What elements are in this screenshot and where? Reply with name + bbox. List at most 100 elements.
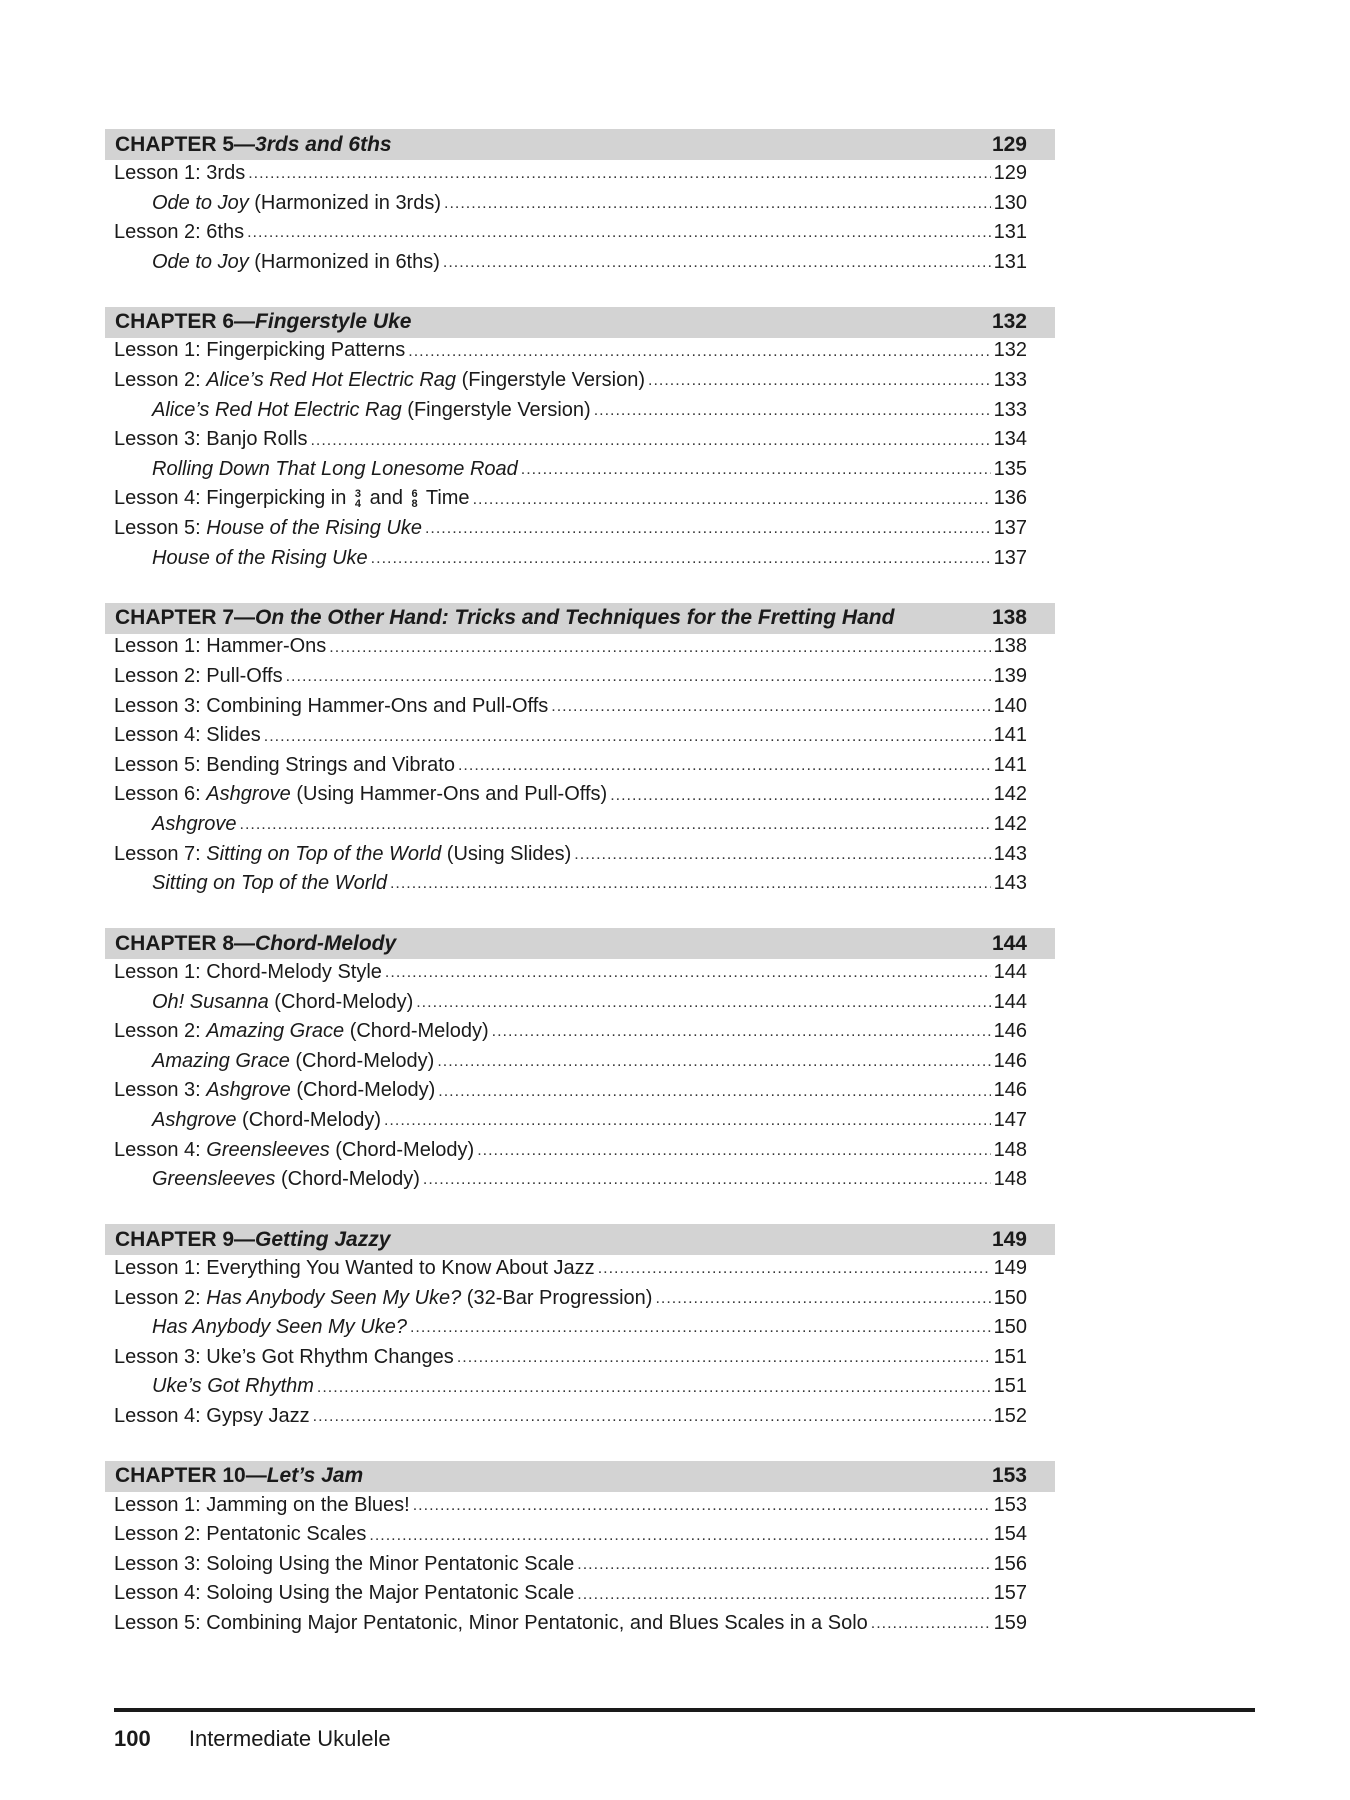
- time-signature-top: 6: [411, 488, 418, 501]
- entry-page: 146: [993, 1049, 1027, 1072]
- toc-song-entry[interactable]: Has Anybody Seen My Uke? 150: [105, 1313, 1027, 1343]
- toc-song-entry[interactable]: Ashgrove 142: [105, 810, 1027, 840]
- entry-text: (Using Hammer-Ons and Pull-Offs): [290, 783, 608, 806]
- toc-song-entry[interactable]: Greensleeves (Chord-Melody) 148: [105, 1165, 1027, 1195]
- song-title: Has Anybody Seen My Uke?: [206, 1286, 462, 1309]
- toc-lesson-entry[interactable]: Lesson 3: Uke’s Got Rhythm Changes 151: [105, 1342, 1027, 1372]
- dot-leader: [248, 165, 990, 188]
- entry-text: (Chord-Melody): [268, 990, 414, 1013]
- toc-lesson-entry[interactable]: Lesson 3: Soloing Using the Minor Pentat…: [105, 1550, 1027, 1580]
- dot-leader: [437, 1053, 990, 1076]
- song-title: Alice’s Red Hot Electric Rag: [206, 369, 457, 392]
- toc-song-entry[interactable]: Amazing Grace (Chord-Melody) 146: [105, 1046, 1027, 1076]
- toc-lesson-entry[interactable]: Lesson 2: Pull-Offs 139: [105, 662, 1027, 692]
- dot-leader: [384, 1112, 991, 1135]
- page-footer: 100 Intermediate Ukulele: [114, 1726, 391, 1752]
- entry-text: Lesson 2:: [114, 369, 207, 392]
- toc-song-entry[interactable]: Ode to Joy (Harmonized in 3rds) 130: [105, 188, 1027, 218]
- entry-page: 133: [993, 398, 1027, 421]
- toc-lesson-entry[interactable]: Lesson 4: Gypsy Jazz 152: [105, 1402, 1027, 1432]
- song-title: House of the Rising Uke: [206, 517, 422, 540]
- entry-page: 137: [993, 517, 1027, 540]
- song-title: Ashgrove: [206, 783, 291, 806]
- toc-song-entry[interactable]: Uke’s Got Rhythm 151: [105, 1372, 1027, 1402]
- entry-text: Lesson 5:: [114, 517, 207, 540]
- dot-leader: [521, 461, 991, 484]
- song-title: Amazing Grace: [206, 1020, 345, 1043]
- toc-lesson-entry[interactable]: Lesson 2: Alice’s Red Hot Electric Rag (…: [105, 366, 1027, 396]
- song-title: Ashgrove: [206, 1079, 291, 1102]
- toc-lesson-entry[interactable]: Lesson 1: Chord-Melody Style 144: [105, 958, 1027, 988]
- chapter-label: CHAPTER 7—: [115, 606, 256, 630]
- song-title: Ode to Joy: [152, 191, 249, 214]
- dot-leader: [313, 1408, 991, 1431]
- dot-leader: [329, 639, 990, 662]
- entry-text: (Chord-Melody): [236, 1108, 381, 1131]
- entry-page: 150: [993, 1316, 1027, 1339]
- toc-lesson-entry[interactable]: Lesson 5: Combining Major Pentatonic, Mi…: [105, 1609, 1027, 1639]
- toc-lesson-entry[interactable]: Lesson 1: Jamming on the Blues! 153: [105, 1490, 1027, 1520]
- song-title: Rolling Down That Long Lonesome Road: [152, 457, 518, 480]
- entry-title: Oh! Susanna (Chord-Melody): [152, 991, 413, 1014]
- chapter-header[interactable]: CHAPTER 8— Chord-Melody 144: [105, 928, 1055, 960]
- chapter-header[interactable]: CHAPTER 9— Getting Jazzy 149: [105, 1224, 1055, 1256]
- toc-lesson-entry[interactable]: Lesson 4: Slides 141: [105, 721, 1027, 751]
- dot-leader: [648, 372, 991, 395]
- entry-title: Amazing Grace (Chord-Melody): [152, 1050, 434, 1073]
- toc-song-entry[interactable]: Ode to Joy (Harmonized in 6ths) 131: [105, 247, 1027, 277]
- toc-lesson-entry[interactable]: Lesson 2: Pentatonic Scales 154: [105, 1520, 1027, 1550]
- toc-lesson-entry[interactable]: Lesson 7: Sitting on Top of the World (U…: [105, 839, 1027, 869]
- toc-lesson-entry[interactable]: Lesson 3: Banjo Rolls 134: [105, 425, 1027, 455]
- toc-lesson-entry[interactable]: Lesson 3: Combining Hammer-Ons and Pull-…: [105, 691, 1027, 721]
- entry-title: Lesson 3: Soloing Using the Minor Pentat…: [114, 1553, 574, 1576]
- entry-title: Lesson 1: Hammer-Ons: [114, 635, 326, 658]
- entry-page: 141: [993, 724, 1027, 747]
- toc-lesson-entry[interactable]: Lesson 3: Ashgrove (Chord-Melody) 146: [105, 1076, 1027, 1106]
- toc-song-entry[interactable]: Sitting on Top of the World 143: [105, 869, 1027, 899]
- toc-lesson-entry[interactable]: Lesson 2: 6ths 131: [105, 218, 1027, 248]
- toc-lesson-entry[interactable]: Lesson 4: Greensleeves (Chord-Melody) 148: [105, 1135, 1027, 1165]
- dot-leader: [610, 787, 990, 810]
- dot-leader: [413, 1497, 991, 1520]
- toc-lesson-entry[interactable]: Lesson 1: Hammer-Ons 138: [105, 632, 1027, 662]
- dot-leader: [871, 1615, 991, 1638]
- chapter-subtitle: Fingerstyle Uke: [255, 310, 412, 334]
- toc-lesson-entry[interactable]: Lesson 5: Bending Strings and Vibrato 141: [105, 751, 1027, 781]
- chapter-page: 132: [991, 310, 1027, 334]
- chapter-label: CHAPTER 6—: [115, 310, 256, 334]
- chapter-header[interactable]: CHAPTER 10— Let’s Jam 153: [105, 1460, 1055, 1492]
- entry-text: Lesson 1: Chord-Melody Style: [114, 960, 382, 983]
- chapter-header[interactable]: CHAPTER 6— Fingerstyle Uke 132: [105, 306, 1055, 338]
- entry-title: Lesson 5: House of the Rising Uke: [114, 517, 422, 540]
- toc-lesson-entry[interactable]: Lesson 1: Everything You Wanted to Know …: [105, 1254, 1027, 1284]
- entry-page: 134: [993, 428, 1027, 451]
- toc-lesson-entry[interactable]: Lesson 2: Has Anybody Seen My Uke? (32-B…: [105, 1283, 1027, 1313]
- chapter-spacer: [105, 573, 1055, 603]
- entry-page: 141: [993, 753, 1027, 776]
- toc-lesson-entry[interactable]: Lesson 1: 3rds 129: [105, 159, 1027, 189]
- toc-lesson-entry[interactable]: Lesson 4: Soloing Using the Major Pentat…: [105, 1579, 1027, 1609]
- entry-title: Lesson 2: Pull-Offs: [114, 665, 283, 688]
- toc-lesson-entry[interactable]: Lesson 5: House of the Rising Uke 137: [105, 514, 1027, 544]
- chapter-header[interactable]: CHAPTER 7— On the Other Hand: Tricks and …: [105, 602, 1055, 634]
- chapter-header[interactable]: CHAPTER 5— 3rds and 6ths 129: [105, 129, 1055, 160]
- entry-text: (Chord-Melody): [344, 1020, 489, 1043]
- toc-song-entry[interactable]: House of the Rising Uke 137: [105, 543, 1027, 573]
- toc-lesson-entry[interactable]: Lesson 1: Fingerpicking Patterns 132: [105, 336, 1027, 366]
- entry-text: Lesson 3: Soloing Using the Minor Pentat…: [114, 1552, 575, 1575]
- toc-song-entry[interactable]: Oh! Susanna (Chord-Melody) 144: [105, 987, 1027, 1017]
- song-title: Amazing Grace: [152, 1049, 290, 1072]
- toc-song-entry[interactable]: Rolling Down That Long Lonesome Road 135: [105, 455, 1027, 485]
- chapter-subtitle: Chord-Melody: [255, 931, 397, 955]
- dot-leader: [416, 994, 990, 1017]
- chapter-page: 129: [991, 132, 1027, 156]
- dot-leader: [594, 402, 991, 425]
- entry-page: 154: [993, 1523, 1027, 1546]
- entry-text: Lesson 4: Gypsy Jazz: [114, 1404, 310, 1427]
- toc-song-entry[interactable]: Ashgrove (Chord-Melody) 147: [105, 1106, 1027, 1136]
- chapter-subtitle: Getting Jazzy: [255, 1227, 391, 1251]
- toc-lesson-entry[interactable]: Lesson 2: Amazing Grace (Chord-Melody) 14…: [105, 1017, 1027, 1047]
- toc-song-entry[interactable]: Alice’s Red Hot Electric Rag (Fingerstyl…: [105, 395, 1027, 425]
- toc-lesson-entry[interactable]: Lesson 6: Ashgrove (Using Hammer-Ons and…: [105, 780, 1027, 810]
